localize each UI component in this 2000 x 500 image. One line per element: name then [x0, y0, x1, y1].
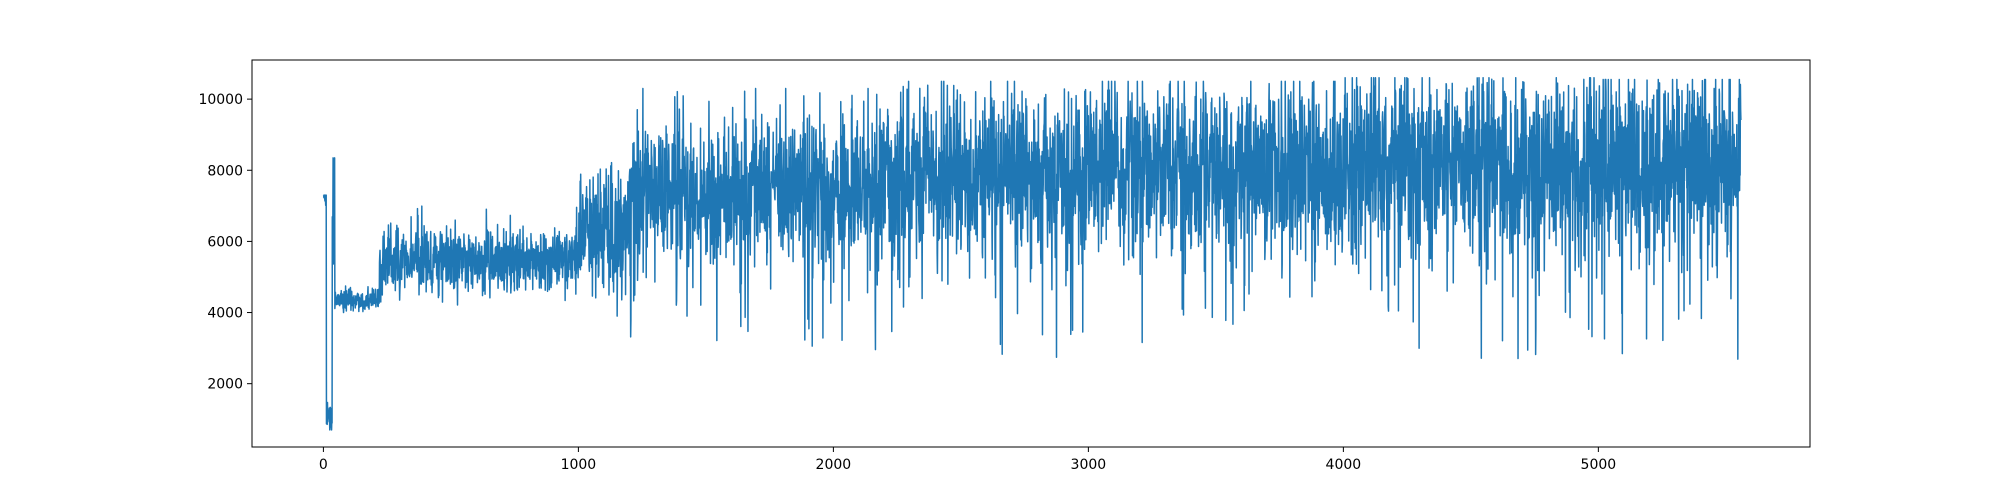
- y-tick-label: 2000: [207, 377, 243, 393]
- y-tick-label: 10000: [198, 92, 243, 108]
- y-tick-label: 8000: [207, 163, 243, 179]
- x-axis: 0 1000 2000 3000 4000 5000: [319, 447, 1616, 473]
- axes-frame: [251, 59, 1811, 448]
- x-tick-label: 3000: [1071, 457, 1107, 473]
- series-line-0: [322, 77, 1742, 431]
- x-tick-label: 2000: [816, 457, 852, 473]
- plot-area: [322, 77, 1742, 431]
- y-tick-label: 6000: [207, 234, 243, 250]
- x-tick-label: 4000: [1326, 457, 1362, 473]
- x-tick-label: 0: [319, 457, 328, 473]
- x-tick-label: 1000: [561, 457, 597, 473]
- x-tick-label: 5000: [1581, 457, 1617, 473]
- y-tick-label: 4000: [207, 306, 243, 322]
- y-axis: 2000 4000 6000 8000 10000: [198, 92, 252, 393]
